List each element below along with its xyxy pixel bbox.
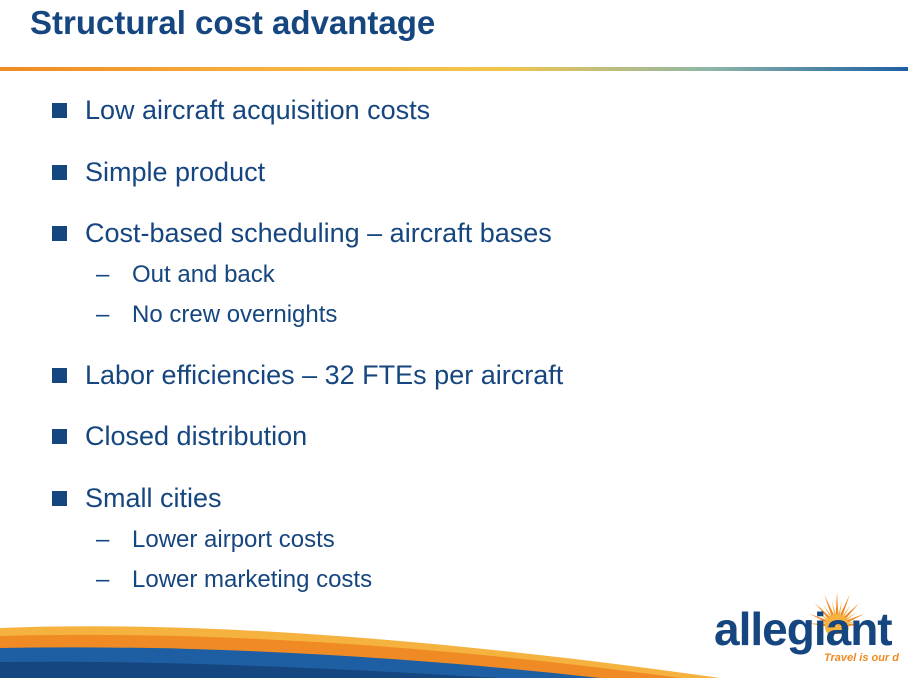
square-bullet-icon	[52, 367, 67, 383]
bullet-item: Small cities	[52, 482, 222, 514]
square-bullet-icon	[52, 225, 67, 241]
bullet-item: Low aircraft acquisition costs	[52, 94, 430, 126]
bullet-text: Small cities	[85, 482, 222, 513]
square-bullet-icon	[52, 490, 67, 506]
sub-bullet-text: No crew overnights	[132, 301, 338, 328]
sub-bullet-item: – No crew overnights	[96, 300, 337, 330]
dash-bullet-icon: –	[96, 261, 110, 288]
dash-bullet-icon: –	[96, 301, 110, 328]
bullet-text: Low aircraft acquisition costs	[85, 94, 431, 125]
allegiant-logo: allegiant Travel is our d	[706, 588, 908, 678]
bullet-text: Labor efficiencies – 32 FTEs per aircraf…	[85, 359, 564, 390]
square-bullet-icon	[52, 164, 67, 180]
logo-tagline: Travel is our d	[824, 652, 899, 664]
bullet-text: Closed distribution	[85, 420, 308, 451]
dash-bullet-icon: –	[96, 566, 110, 593]
sub-bullet-text: Lower airport costs	[132, 526, 335, 553]
sub-bullet-text: Out and back	[132, 261, 275, 288]
sub-bullet-text: Lower marketing costs	[132, 566, 373, 593]
sunburst-icon	[809, 592, 865, 634]
bullet-text: Simple product	[85, 156, 266, 187]
logo-wordmark: allegiant	[714, 603, 893, 655]
bullet-item: Simple product	[52, 156, 265, 188]
bullet-text: Cost-based scheduling – aircraft bases	[85, 217, 552, 248]
bullet-item: Cost-based scheduling – aircraft bases	[52, 217, 552, 249]
square-bullet-icon	[52, 102, 67, 118]
decorative-swoosh	[0, 626, 720, 678]
sub-bullet-item: – Lower airport costs	[96, 525, 335, 555]
sub-bullet-item: – Out and back	[96, 260, 275, 290]
slide-title: Structural cost advantage	[30, 4, 436, 41]
title-divider	[0, 67, 908, 71]
bullet-item: Closed distribution	[52, 420, 307, 452]
bullet-item: Labor efficiencies – 32 FTEs per aircraf…	[52, 359, 563, 391]
dash-bullet-icon: –	[96, 526, 110, 553]
square-bullet-icon	[52, 428, 67, 444]
sub-bullet-item: – Lower marketing costs	[96, 565, 372, 595]
